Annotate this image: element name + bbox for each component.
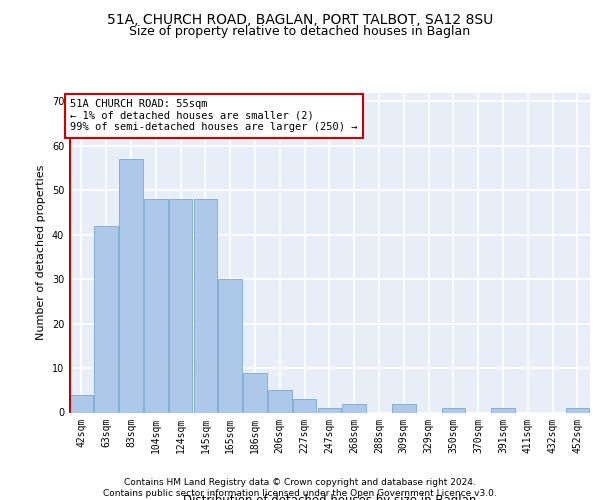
Bar (119, 159, 143, 412)
Bar (317, 408, 341, 412)
Text: Contains HM Land Registry data © Crown copyright and database right 2024.
Contai: Contains HM Land Registry data © Crown c… (103, 478, 497, 498)
Bar (169, 199, 193, 412)
Bar (442, 408, 465, 412)
Text: Size of property relative to detached houses in Baglan: Size of property relative to detached ho… (130, 25, 470, 38)
Bar (392, 404, 416, 412)
X-axis label: Distribution of detached houses by size in Baglan: Distribution of detached houses by size … (183, 494, 476, 500)
Y-axis label: Number of detached properties: Number of detached properties (36, 165, 46, 340)
Bar (293, 399, 316, 412)
Bar (243, 372, 267, 412)
Text: 51A, CHURCH ROAD, BAGLAN, PORT TALBOT, SA12 8SU: 51A, CHURCH ROAD, BAGLAN, PORT TALBOT, S… (107, 12, 493, 26)
Text: 51A CHURCH ROAD: 55sqm
← 1% of detached houses are smaller (2)
99% of semi-detac: 51A CHURCH ROAD: 55sqm ← 1% of detached … (70, 99, 358, 132)
Bar (144, 199, 167, 412)
Bar (268, 390, 292, 412)
Bar (491, 408, 515, 412)
Bar (94, 226, 118, 412)
Bar (70, 394, 93, 412)
Bar (343, 404, 366, 412)
Bar (566, 408, 589, 412)
Bar (194, 199, 217, 412)
Bar (218, 279, 242, 412)
